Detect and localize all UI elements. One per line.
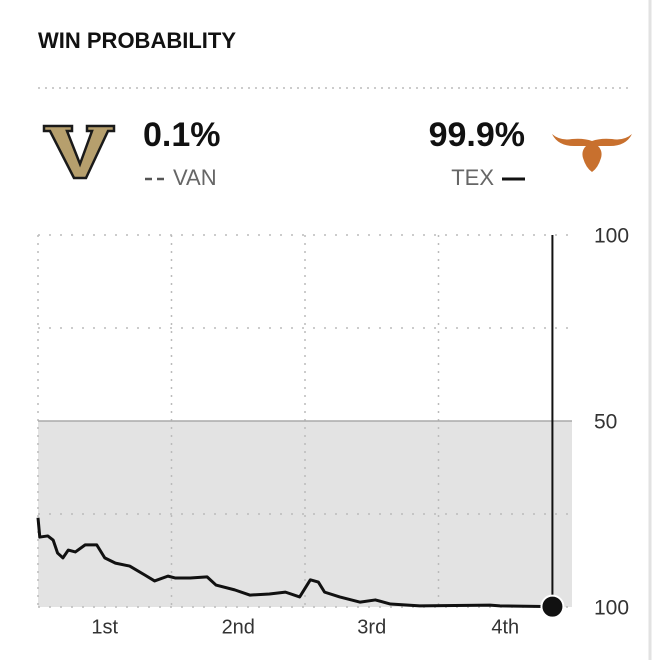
x-tick-label: 1st — [91, 616, 118, 638]
current-point — [540, 594, 565, 619]
plot: 100 50 100 1st 2nd 3rd 4th — [36, 225, 629, 638]
x-tick-label: 4th — [491, 616, 519, 638]
y-tick-label: 50 — [594, 411, 617, 434]
tex-probability: 99.9% — [429, 116, 525, 154]
van-logo — [42, 124, 116, 180]
tex-name: TEX — [451, 165, 494, 190]
x-tick-label: 2nd — [222, 616, 255, 638]
y-tick-label: 100 — [594, 597, 629, 620]
van-name: VAN — [173, 165, 217, 190]
van-probability: 0.1% — [143, 116, 221, 154]
y-tick-label: 100 — [594, 225, 629, 248]
title: WIN PROBABILITY — [38, 28, 236, 53]
x-tick-label: 3rd — [357, 616, 386, 638]
win-probability-line — [36, 517, 553, 609]
tex-logo — [552, 134, 632, 172]
